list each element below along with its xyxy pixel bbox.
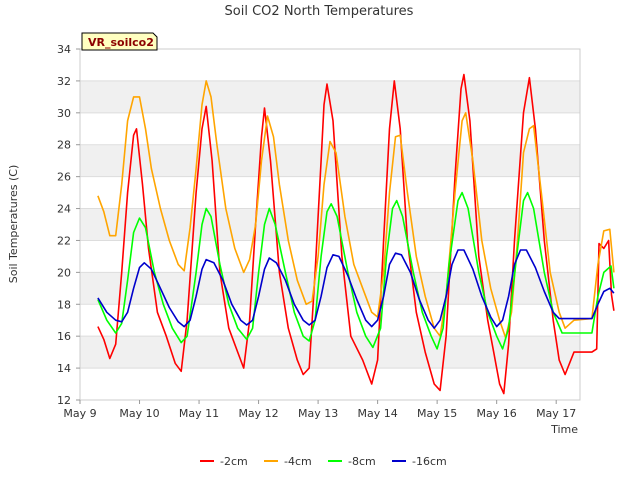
legend-label: -4cm — [284, 455, 312, 468]
plot-band — [80, 336, 580, 369]
plot-band — [80, 240, 580, 273]
y-tick-label: 12 — [57, 394, 71, 407]
plot-band — [80, 112, 580, 145]
badge-box — [81, 32, 158, 51]
y-tick-label: 28 — [57, 139, 71, 152]
dataset-badge: VR_soilco2 — [81, 32, 158, 51]
x-tick-label: May 14 — [357, 407, 397, 420]
y-tick-label: 26 — [57, 171, 71, 184]
x-tick-label: May 11 — [179, 407, 219, 420]
plot-bands — [80, 49, 580, 400]
legend-label: -2cm — [220, 455, 248, 468]
y-tick-label: 14 — [57, 362, 71, 375]
x-axis-label: Time — [550, 423, 578, 436]
plot-band — [80, 80, 580, 113]
y-tick-label: 24 — [57, 203, 71, 216]
y-axis-label: Soil Temperatures (C) — [7, 165, 20, 284]
plot-band — [80, 272, 580, 305]
legend-label: -16cm — [412, 455, 447, 468]
plot-band — [80, 368, 580, 400]
y-tick-label: 16 — [57, 330, 71, 343]
y-tick-label: 30 — [57, 107, 71, 120]
plot-band — [80, 176, 580, 209]
series-lines — [97, 73, 615, 395]
series-line — [97, 73, 615, 395]
x-tick-label: May 12 — [238, 407, 278, 420]
y-tick-label: 32 — [57, 75, 71, 88]
plot-band — [80, 208, 580, 241]
x-tick-label: May 15 — [417, 407, 457, 420]
plot-band — [80, 144, 580, 177]
x-tick-label: May 13 — [298, 407, 338, 420]
plot-frame — [79, 48, 581, 401]
x-tick-label: May 9 — [63, 407, 96, 420]
x-tick-label: May 16 — [477, 407, 517, 420]
y-tick-label: 22 — [57, 234, 71, 247]
series-line — [97, 191, 615, 350]
y-tick-label: 18 — [57, 298, 71, 311]
x-tick-label: May 10 — [119, 407, 159, 420]
badge-label: VR_soilco2 — [88, 36, 154, 49]
chart-title: Soil CO2 North Temperatures — [225, 4, 414, 19]
x-tick-label: May 17 — [536, 407, 576, 420]
series-line — [97, 249, 615, 329]
legend-label: -8cm — [348, 455, 376, 468]
y-tick-label: 20 — [57, 266, 71, 279]
y-axis-ticks: 12 14 16 18 20 22 24 26 28 30 32 34 — [57, 43, 80, 407]
x-axis-ticks: May 9 May 10 May 11 May 12 May 13 May 14 May 1… — [63, 400, 576, 420]
plot-band — [80, 49, 580, 81]
y-tick-label: 34 — [57, 43, 71, 56]
legend: -2cm -4cm -8cm -16cm — [200, 455, 447, 468]
series-line — [97, 80, 615, 339]
